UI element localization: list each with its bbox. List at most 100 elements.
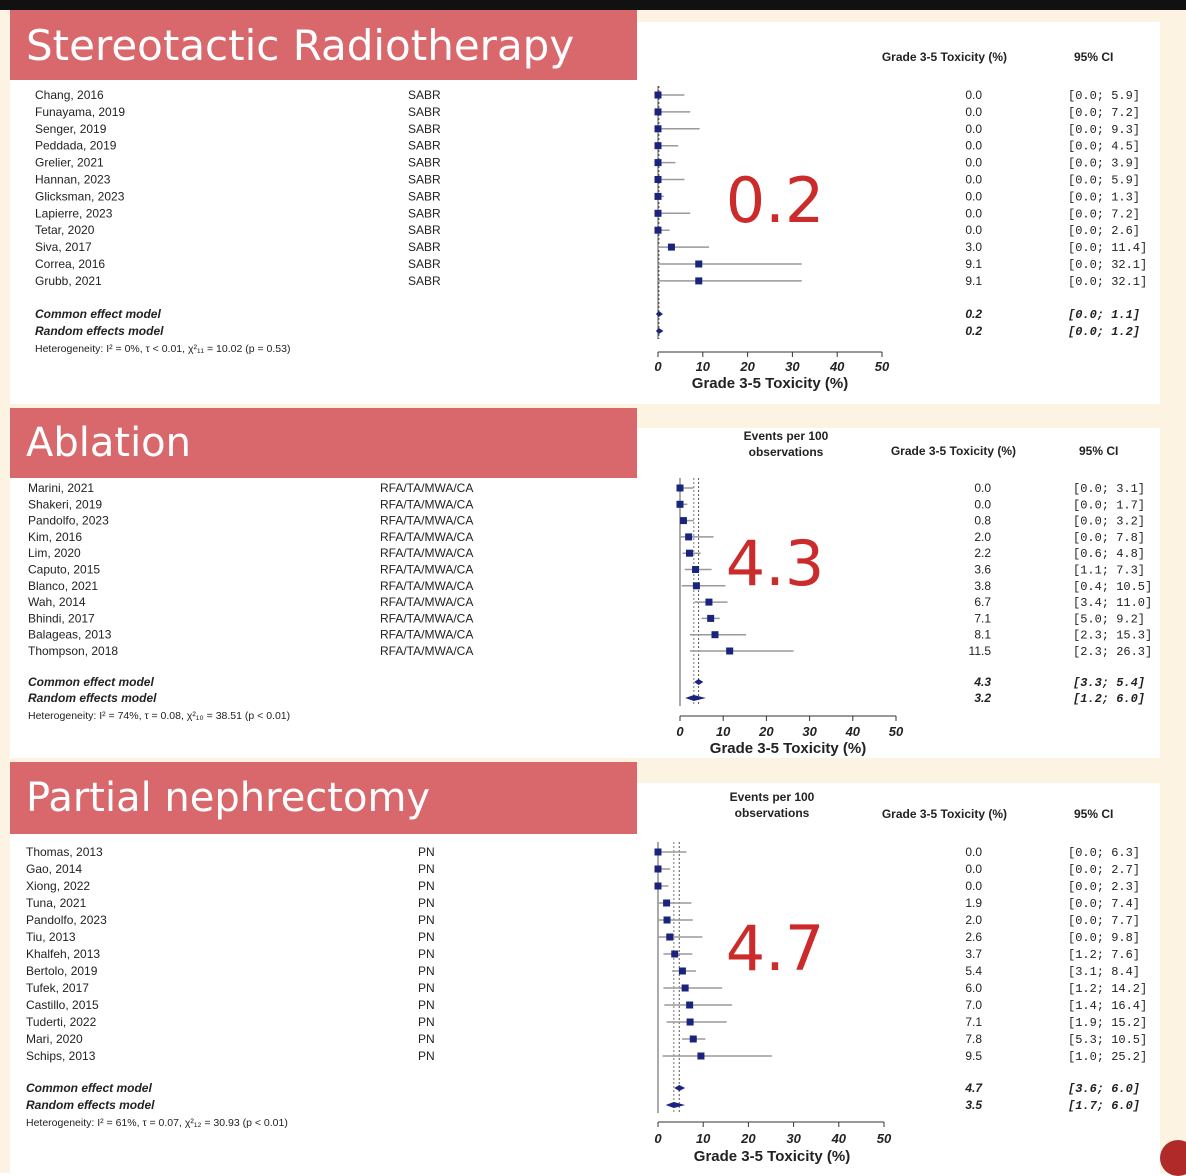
sabr-study-value: 0.0 [965, 156, 982, 170]
pn-study-ci-text: [0.0; 7.4] [1068, 897, 1140, 911]
pn-study-marker [663, 916, 671, 924]
abl-study-name: Thompson, 2018 [28, 644, 118, 658]
abl-study-name: Wah, 2014 [28, 595, 86, 609]
pn-study-treatment: PN [418, 1032, 435, 1046]
sabr-study-marker [667, 243, 675, 251]
banner-pn-title: Partial nephrectomy [26, 775, 431, 821]
pn-study-treatment: PN [418, 1015, 435, 1029]
sabr-study-treatment: SABR [408, 189, 441, 203]
pn-study-name: Tuderti, 2022 [26, 1015, 97, 1029]
sabr-model-diamond [655, 311, 663, 317]
pn-header-events-1: Events per 100 [730, 790, 815, 804]
banner-ablation: Ablation [10, 408, 637, 478]
abl-model-ci-text: [3.3; 5.4] [1073, 676, 1145, 690]
pn-study-ci-text: [0.0; 2.7] [1068, 863, 1140, 877]
abl-header-ci: 95% CI [1079, 444, 1118, 458]
sabr-model-ci-text: [0.0; 1.2] [1068, 325, 1140, 339]
sabr-x-axis-label: Grade 3-5 Toxicity (%) [692, 375, 848, 392]
abl-study-ci-text: [2.3; 26.3] [1073, 645, 1152, 659]
abl-study-marker [705, 598, 713, 606]
abl-header-toxicity: Grade 3-5 Toxicity (%) [891, 444, 1016, 458]
sabr-study-name: Senger, 2019 [35, 122, 107, 136]
pn-study-ci-text: [0.0; 2.3] [1068, 880, 1140, 894]
pn-study-value: 3.7 [965, 947, 982, 961]
pn-study-marker [663, 899, 671, 907]
pn-study-marker [686, 1001, 694, 1009]
pn-study-treatment: PN [418, 913, 435, 927]
abl-study-treatment: RFA/TA/MWA/CA [380, 595, 473, 609]
pn-study-ci-text: [3.1; 8.4] [1068, 965, 1140, 979]
pn-study-name: Schips, 2013 [26, 1049, 96, 1063]
abl-study-ci-text: [0.6; 4.8] [1073, 547, 1145, 561]
sabr-x-tick-label: 30 [785, 359, 800, 374]
pn-study-treatment: PN [418, 964, 435, 978]
sabr-study-name: Peddada, 2019 [35, 139, 117, 153]
abl-heterogeneity: Heterogeneity: I² = 74%, τ = 0.08, χ²₁₀ … [28, 710, 290, 722]
sabr-study-marker [654, 159, 662, 167]
sabr-study-name: Grelier, 2021 [35, 156, 104, 170]
pn-study-ci-text: [0.0; 7.7] [1068, 914, 1140, 928]
sabr-model-value: 0.2 [965, 324, 982, 338]
abl-model-name: Common effect model [28, 675, 154, 689]
abl-study-ci-text: [2.3; 15.3] [1073, 629, 1152, 643]
pn-model-value: 4.7 [964, 1081, 983, 1095]
abl-model-value: 4.3 [973, 675, 991, 689]
abl-study-treatment: RFA/TA/MWA/CA [380, 530, 473, 544]
sabr-study-name: Funayama, 2019 [35, 105, 125, 119]
abl-study-marker [676, 484, 684, 492]
banner-sabr-title: Stereotactic Radiotherapy [26, 20, 575, 70]
abl-study-treatment: RFA/TA/MWA/CA [380, 481, 473, 495]
sabr-study-treatment: SABR [408, 122, 441, 136]
pn-header-ci: 95% CI [1074, 807, 1113, 821]
pn-study-value: 0.0 [965, 845, 982, 859]
logo-icon [1160, 1140, 1186, 1176]
sabr-model-name: Common effect model [35, 307, 161, 321]
abl-study-value: 3.8 [974, 579, 991, 593]
sabr-study-marker [654, 125, 662, 133]
sabr-study-ci-text: [0.0; 7.2] [1068, 106, 1140, 120]
abl-model-ci-text: [1.2; 6.0] [1073, 692, 1145, 706]
abl-study-value: 11.5 [969, 644, 992, 658]
abl-study-ci-text: [0.4; 10.5] [1073, 580, 1152, 594]
abl-study-ci-text: [3.4; 11.0] [1073, 596, 1152, 610]
sabr-study-value: 0.0 [965, 206, 982, 220]
sabr-study-treatment: SABR [408, 257, 441, 271]
pn-model-name: Random effects model [26, 1098, 155, 1112]
sabr-study-name: Lapierre, 2023 [35, 206, 113, 220]
abl-x-tick-label: 0 [676, 724, 684, 739]
pn-study-value: 1.9 [965, 896, 982, 910]
abl-x-tick-label: 10 [716, 724, 731, 739]
abl-study-value: 3.6 [974, 563, 991, 577]
abl-x-tick-label: 50 [889, 724, 904, 739]
pn-study-value: 7.8 [965, 1032, 982, 1046]
sabr-header-toxicity: Grade 3-5 Toxicity (%) [882, 50, 1007, 64]
pn-study-value: 7.1 [965, 1015, 982, 1029]
pn-x-tick-label: 30 [786, 1131, 801, 1146]
abl-study-marker [679, 517, 687, 525]
sabr-study-name: Hannan, 2023 [35, 173, 111, 187]
pn-study-marker [666, 933, 674, 941]
sabr-study-ci-text: [0.0; 7.2] [1068, 207, 1140, 221]
abl-study-name: Kim, 2016 [28, 530, 82, 544]
pn-study-value: 0.0 [965, 862, 982, 876]
abl-study-name: Marini, 2021 [28, 481, 94, 495]
sabr-study-treatment: SABR [408, 156, 441, 170]
abl-study-name: Balageas, 2013 [28, 628, 112, 642]
abl-study-marker [676, 500, 684, 508]
sabr-study-treatment: SABR [408, 173, 441, 187]
pn-study-name: Pandolfo, 2023 [26, 913, 107, 927]
pn-x-tick-label: 40 [831, 1131, 847, 1146]
sabr-study-treatment: SABR [408, 206, 441, 220]
pn-study-marker [654, 865, 662, 873]
sabr-study-name: Tetar, 2020 [35, 223, 95, 237]
abl-study-treatment: RFA/TA/MWA/CA [380, 628, 473, 642]
sabr-study-treatment: SABR [408, 139, 441, 153]
sabr-study-value: 0.0 [965, 105, 982, 119]
abl-study-value: 0.0 [974, 481, 991, 495]
abl-study-value: 2.0 [974, 530, 991, 544]
abl-study-value: 0.8 [974, 514, 991, 528]
sabr-study-ci-text: [0.0; 4.5] [1068, 140, 1140, 154]
abl-study-value: 7.1 [974, 611, 991, 625]
sabr-study-marker [654, 176, 662, 183]
